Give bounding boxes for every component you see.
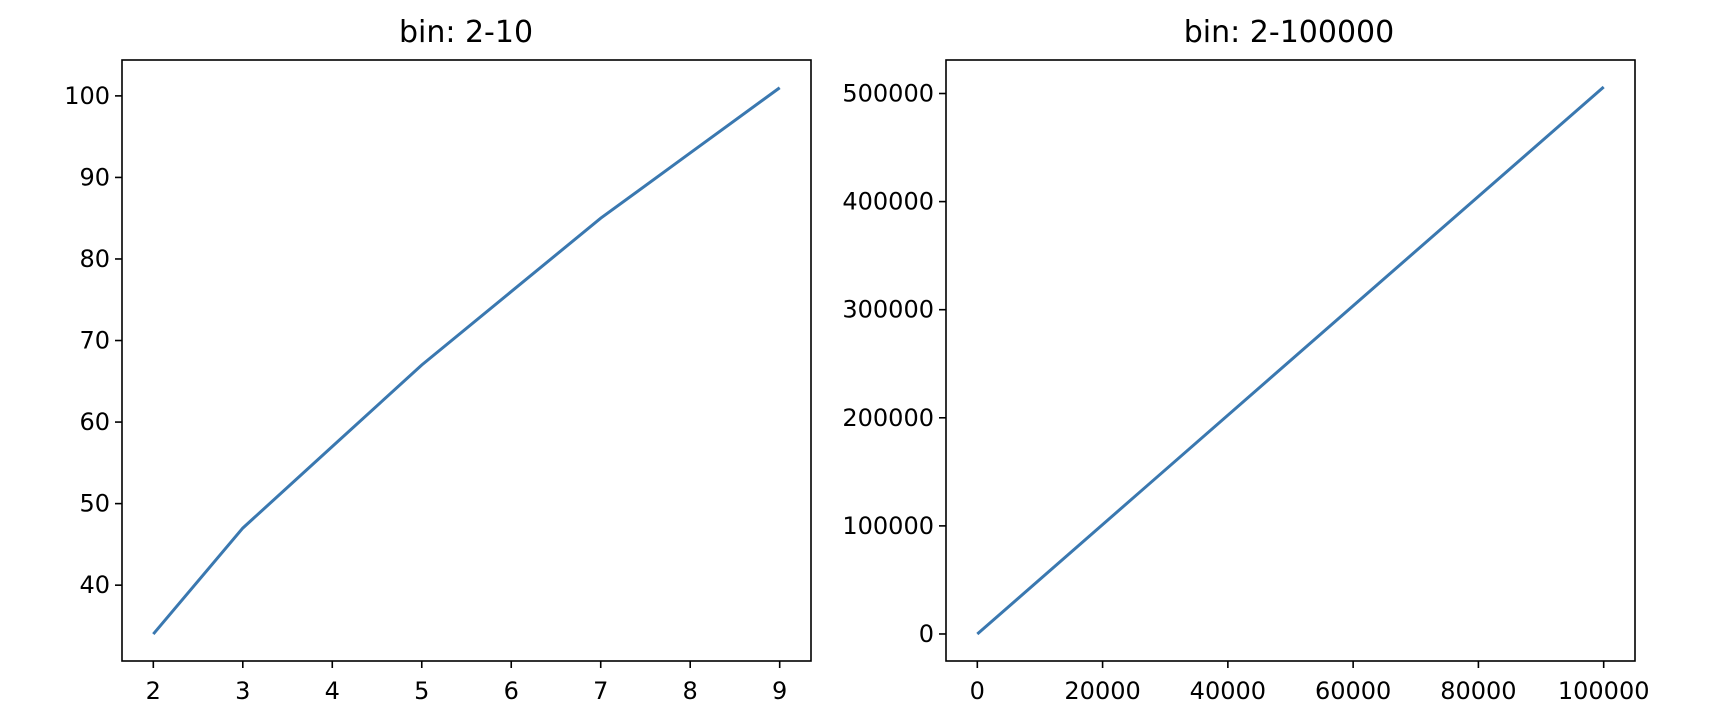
x-tick-label: 2 [146,677,161,705]
y-tick-label: 300000 [842,296,934,324]
x-tick-label: 7 [593,677,608,705]
y-tick-label: 40 [79,571,110,599]
x-tick-label: 8 [683,677,698,705]
x-tick-label: 60000 [1315,677,1391,705]
y-tick-label: 400000 [842,188,934,216]
y-tick-label: 100 [64,82,110,110]
x-tick-label: 0 [970,677,985,705]
x-axis-ticks: 0 20000 40000 60000 80000 100000 [970,661,1650,705]
y-tick-label: 500000 [842,80,934,108]
y-tick-label: 50 [79,490,110,518]
x-tick-label: 80000 [1440,677,1516,705]
x-axis-ticks: 2 3 4 5 6 7 8 9 [146,661,787,705]
chart-title: bin: 2-100000 [1184,15,1394,50]
y-tick-label: 70 [79,327,110,355]
x-tick-label: 6 [504,677,519,705]
y-tick-label: 60 [79,408,110,436]
series-line [976,85,1605,636]
x-tick-label: 4 [325,677,340,705]
x-tick-label: 9 [772,677,787,705]
y-tick-label: 200000 [842,404,934,432]
chart-panel-right: bin: 2-100000 0 20000 40000 60000 80000 10000… [842,15,1649,705]
y-tick-label: 100000 [842,512,934,540]
x-tick-label: 20000 [1064,677,1140,705]
chart-panel-left: bin: 2-10 2 3 4 5 6 7 8 9 40 50 60 70 80 90 100 [64,15,812,705]
y-axis-ticks: 40 50 60 70 80 90 100 [64,82,122,599]
chart-title: bin: 2-10 [399,15,533,50]
y-tick-label: 80 [79,245,110,273]
y-tick-label: 0 [919,620,934,648]
y-tick-label: 90 [79,163,110,191]
x-tick-label: 5 [414,677,429,705]
x-tick-label: 3 [235,677,250,705]
x-tick-label: 40000 [1190,677,1266,705]
axes-frame [121,59,812,662]
series-line [152,86,781,636]
axes-frame [945,59,1636,662]
y-axis-ticks: 0 100000 200000 300000 400000 500000 [842,80,946,648]
x-tick-label: 100000 [1558,677,1650,705]
